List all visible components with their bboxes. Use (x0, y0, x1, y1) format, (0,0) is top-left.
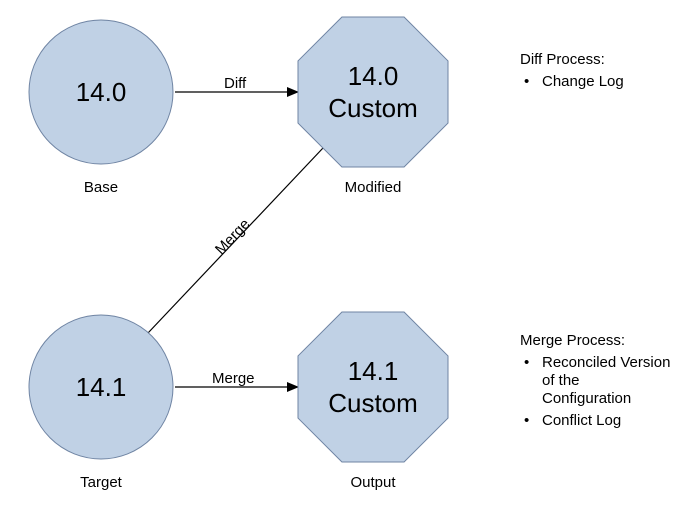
edge-modified-to-target: Merge (148, 148, 323, 333)
bullet-icon: • (524, 412, 529, 429)
edge-diff-label: Diff (224, 75, 247, 92)
edge-merge-label: Merge (212, 370, 255, 387)
edge-merge: Merge (175, 370, 298, 387)
node-target-label: 14.1 (76, 372, 127, 402)
node-modified-label-l2: Custom (328, 93, 418, 123)
edge-diff: Diff (175, 75, 298, 92)
bullet-icon: • (524, 73, 529, 90)
diff-merge-diagram: Diff Merge Merge 14.0 Base 14.0 Custom M… (0, 0, 695, 522)
node-modified-label-l1: 14.0 (348, 61, 399, 91)
node-output-label-l1: 14.1 (348, 356, 399, 386)
annotation-diff-process-title: Diff Process: (520, 51, 605, 68)
edge-modified-to-target-label: Merge (212, 216, 254, 259)
node-base-label: 14.0 (76, 77, 127, 107)
annotation-item: of the (542, 372, 580, 389)
annotation-item: Configuration (542, 390, 631, 407)
node-output: 14.1 Custom Output (298, 312, 448, 491)
node-target: 14.1 Target (29, 315, 173, 491)
node-modified-caption: Modified (345, 179, 402, 196)
annotation-merge-process: Merge Process: • Reconciled Versionof the… (520, 332, 670, 429)
annotation-item: Change Log (542, 73, 624, 90)
node-output-label-l2: Custom (328, 388, 418, 418)
node-output-caption: Output (350, 474, 396, 491)
annotation-merge-process-title: Merge Process: (520, 332, 625, 349)
node-base: 14.0 Base (29, 20, 173, 196)
node-base-caption: Base (84, 179, 118, 196)
annotation-diff-process: Diff Process: • Change Log (520, 51, 624, 90)
annotation-item: Conflict Log (542, 412, 621, 429)
node-modified: 14.0 Custom Modified (298, 17, 448, 196)
annotation-item: Reconciled Version (542, 354, 670, 371)
bullet-icon: • (524, 354, 529, 371)
node-target-caption: Target (80, 474, 123, 491)
